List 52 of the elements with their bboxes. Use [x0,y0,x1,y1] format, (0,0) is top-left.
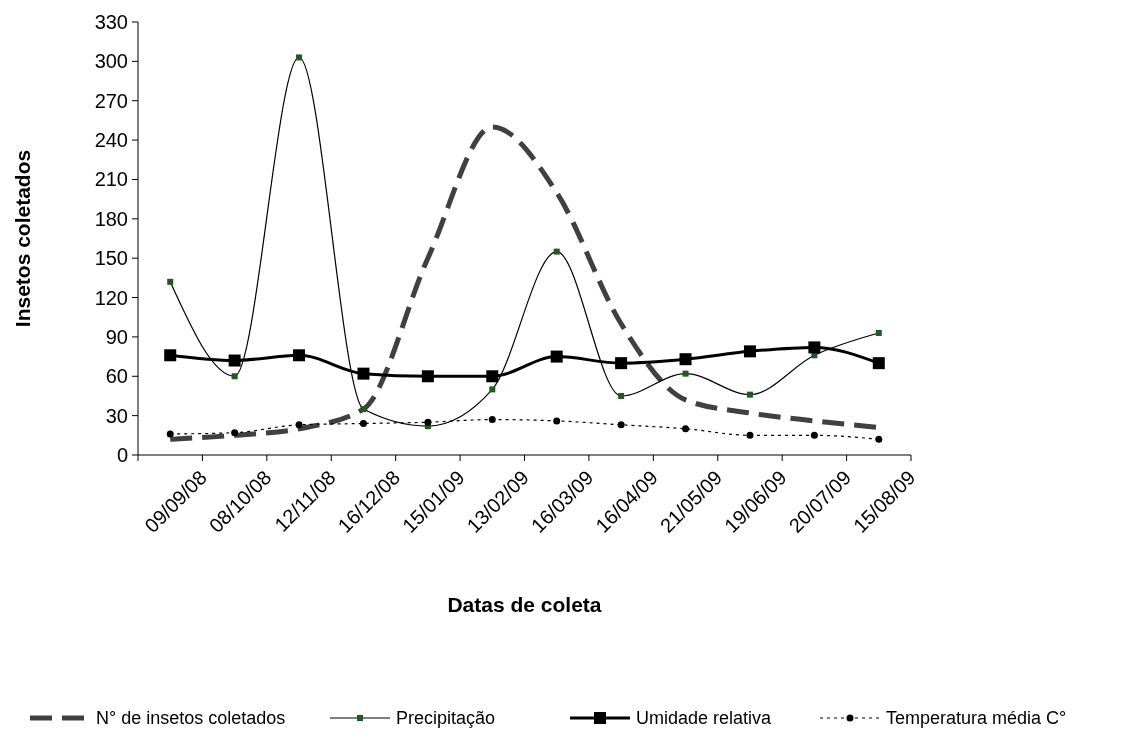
point [679,353,692,366]
y-tick-label: 0 [116,444,128,466]
point [810,431,818,439]
y-tick-label: 210 [94,168,128,191]
legend-label: N° de insetos coletados [96,708,286,729]
point [167,278,174,285]
y-tick-label: 180 [94,207,128,230]
point [421,370,434,383]
y-axis-title: Insetos coletados [11,149,34,328]
point [808,341,821,354]
point [231,373,238,380]
point [166,430,174,438]
point [682,425,690,433]
legend-label: Temperatura média C° [886,708,1067,729]
point [424,418,432,426]
y-tick-label: 270 [94,89,128,112]
point [231,429,239,437]
y-tick-label: 30 [105,404,128,427]
point [360,406,367,413]
point [682,370,689,377]
point [875,329,882,336]
point [553,248,560,255]
point [743,345,756,358]
point [553,417,561,425]
point [295,421,303,429]
point [228,354,241,367]
y-tick-label: 120 [94,286,128,309]
point [872,357,885,370]
point [875,435,883,443]
point [489,386,496,393]
y-tick-label: 300 [94,50,128,73]
point [615,357,628,370]
point [359,420,367,428]
legend-label: Precipitação [396,708,496,729]
point [293,349,306,362]
point [618,392,625,399]
y-tick-label: 240 [94,129,128,152]
point [164,349,177,362]
point [746,431,754,439]
y-tick-label: 330 [94,11,128,33]
point [746,391,753,398]
y-tick-label: 90 [105,325,128,348]
y-tick-label: 60 [105,365,128,388]
legend-label: Umidade relativa [636,708,773,729]
point [617,421,625,429]
point [486,370,499,383]
y-tick-label: 150 [94,247,128,270]
point [357,367,370,380]
point [550,350,563,363]
point [488,416,496,424]
point [296,54,303,61]
x-axis-title: Datas de coleta [447,593,602,616]
